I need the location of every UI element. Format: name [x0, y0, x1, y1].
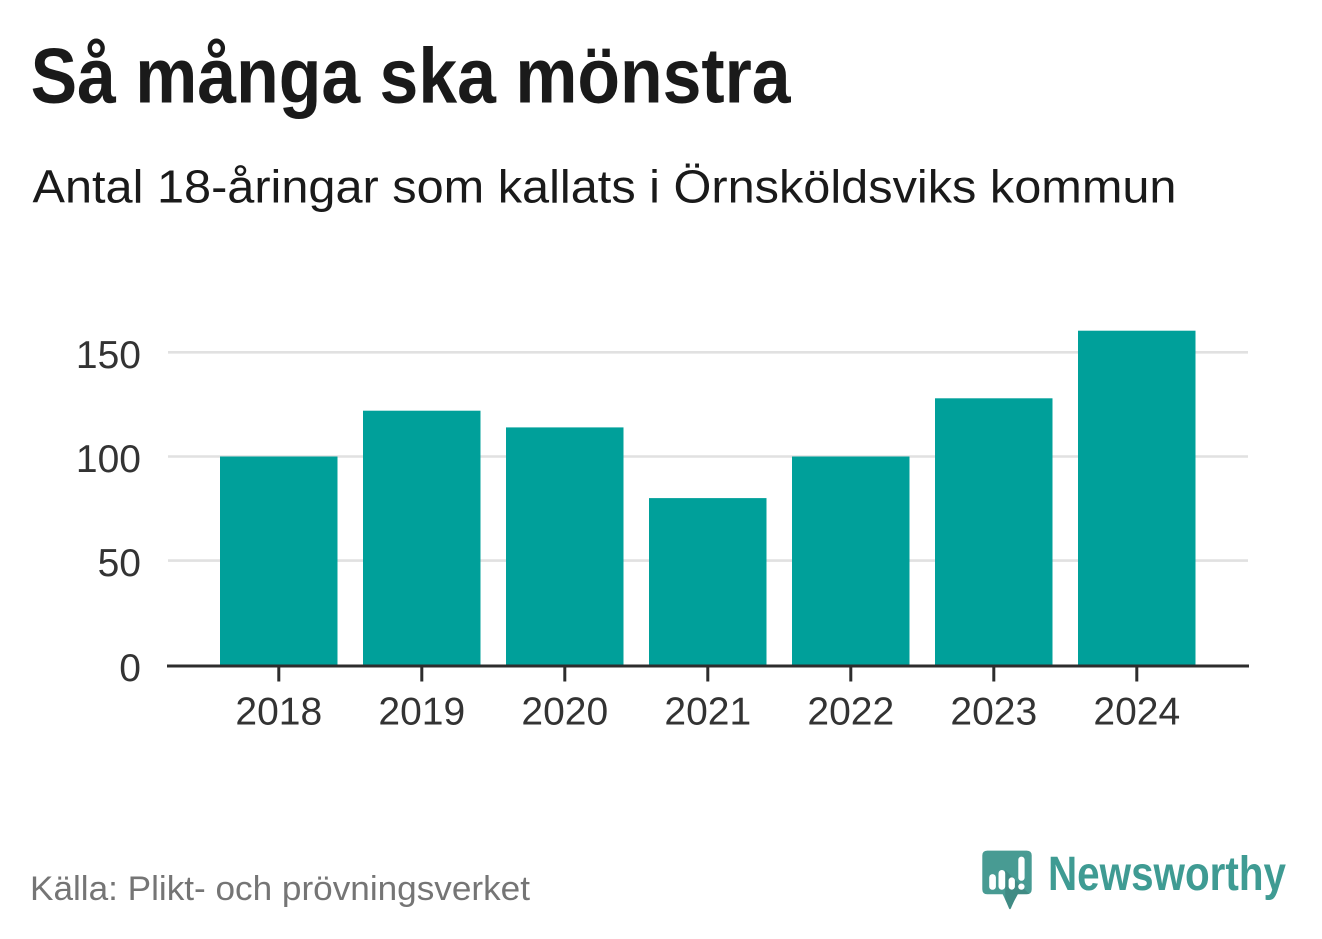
- svg-text:150: 150: [76, 334, 141, 377]
- svg-text:Antal 18-åringar som kallats i: Antal 18-åringar som kallats i Örnskölds…: [33, 160, 1177, 212]
- svg-text:2019: 2019: [378, 691, 465, 734]
- svg-text:2023: 2023: [950, 691, 1037, 734]
- svg-text:2024: 2024: [1093, 691, 1180, 734]
- svg-text:2021: 2021: [664, 691, 751, 734]
- svg-text:2018: 2018: [235, 691, 322, 734]
- svg-text:2020: 2020: [521, 691, 608, 734]
- svg-text:50: 50: [98, 542, 141, 585]
- svg-text:100: 100: [76, 438, 141, 481]
- svg-text:2022: 2022: [807, 691, 894, 734]
- svg-text:0: 0: [119, 647, 141, 690]
- svg-text:Newsworthy: Newsworthy: [1048, 847, 1286, 901]
- svg-text:Källa: Plikt- och prövningsver: Källa: Plikt- och prövningsverket: [30, 870, 531, 908]
- svg-text:Så många ska mönstra: Så många ska mönstra: [31, 32, 792, 120]
